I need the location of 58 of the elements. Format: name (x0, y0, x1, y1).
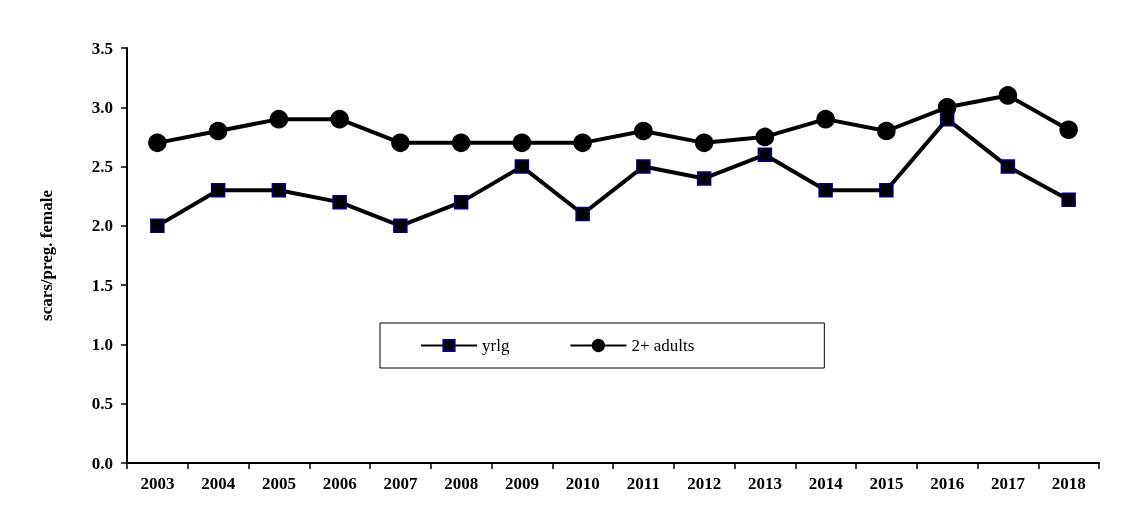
y-tick-label: 0.0 (91, 453, 113, 473)
x-tick-label: 2006 (322, 474, 357, 493)
point (1059, 120, 1078, 140)
x-tick-label: 2008 (444, 474, 479, 493)
point (271, 183, 287, 198)
point (332, 194, 347, 210)
point (514, 159, 530, 174)
x-tick-label: 2016 (930, 474, 965, 493)
y-tick-label: 1.0 (91, 334, 113, 354)
y-tick-label: 0.5 (91, 394, 113, 414)
y-tick-label: 1.5 (91, 275, 113, 295)
point (208, 121, 228, 141)
point (998, 86, 1018, 105)
point (818, 183, 833, 198)
point (330, 109, 349, 129)
x-tick-label: 2013 (747, 474, 782, 493)
point (696, 171, 712, 186)
x-tick-label: 2009 (504, 474, 539, 493)
point (575, 206, 590, 222)
point (1000, 159, 1016, 174)
x-tick-label: 2007 (383, 474, 418, 493)
point (391, 133, 410, 153)
x-tick-label: 2004 (201, 474, 236, 493)
point (879, 183, 894, 198)
legend-label: yrlg (482, 336, 510, 355)
y-axis-title: scars/preg. female (37, 189, 56, 321)
y-tick-label: 2.0 (91, 216, 113, 236)
point (150, 218, 165, 234)
point (816, 109, 835, 129)
legend-label: 2+ adults (631, 336, 695, 355)
x-tick-label: 2011 (626, 474, 660, 493)
x-tick-label: 2003 (140, 474, 175, 493)
x-tick-label: 2012 (687, 474, 722, 493)
point (937, 98, 957, 117)
x-tick-label: 2015 (869, 474, 904, 493)
point (573, 133, 592, 153)
point (757, 147, 773, 162)
point (148, 133, 167, 153)
x-tick-label: 2005 (261, 474, 296, 493)
point (269, 109, 289, 129)
point (755, 127, 775, 147)
x-tick-label: 2010 (565, 474, 600, 493)
point (636, 159, 651, 174)
point (694, 133, 714, 153)
y-tick-label: 3.5 (91, 38, 113, 58)
point (393, 218, 408, 234)
point (877, 121, 896, 141)
point (634, 121, 653, 141)
point (453, 194, 469, 210)
point (210, 183, 226, 198)
x-tick-label: 2017 (990, 474, 1026, 493)
x-tick-label: 2018 (1051, 474, 1086, 493)
y-tick-label: 3.0 (91, 97, 113, 117)
point (451, 133, 471, 153)
point (512, 133, 532, 153)
y-tick-label: 2.5 (91, 157, 113, 177)
point (1061, 192, 1076, 208)
x-tick-label: 2014 (808, 474, 844, 493)
